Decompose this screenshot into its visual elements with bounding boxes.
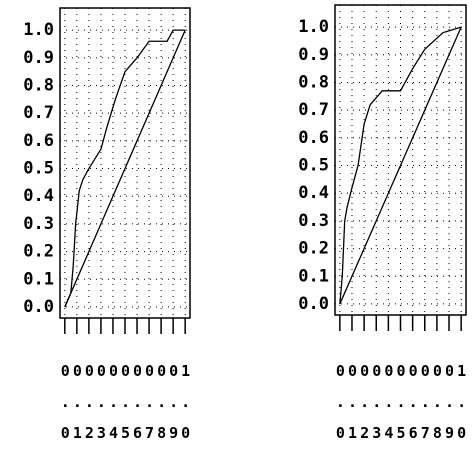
y-tick-label: 0.9	[23, 48, 54, 68]
x-tick-label: 0.3	[368, 362, 386, 454]
curve	[64, 29, 186, 308]
x-tick-label: 0.0	[56, 362, 74, 454]
x-tick-label: 0.6	[404, 362, 422, 454]
y-tick-label: 0.3	[298, 211, 329, 231]
x-tick-label: 0.0	[331, 362, 349, 454]
y-tick-label: 0.7	[298, 100, 329, 120]
x-tick-label: 0.2	[80, 362, 98, 454]
y-tick-label: 0.4	[23, 186, 54, 206]
plot-frame	[59, 7, 191, 319]
x-tick-label: 0.5	[392, 362, 410, 454]
x-tick-label: 0.7	[141, 362, 159, 454]
x-tick-label: 0.6	[129, 362, 147, 454]
x-tick-label: 0.9	[441, 362, 459, 454]
y-tick-label: 0.6	[23, 131, 54, 151]
x-tick-label: 1.0	[453, 362, 471, 454]
y-tick-label: 0.0	[23, 297, 54, 317]
y-tick-label: 0.1	[23, 269, 54, 289]
y-tick-label: 0.8	[23, 76, 54, 96]
x-tick-label: 0.3	[92, 362, 110, 454]
x-tick-label: 0.4	[104, 362, 122, 454]
x-tick-label: 0.8	[428, 362, 446, 454]
x-tick-label: 0.8	[153, 362, 171, 454]
y-tick-label: 0.1	[298, 266, 329, 286]
y-tick-label: 1.0	[23, 20, 54, 40]
y-tick-label: 0.4	[298, 183, 329, 203]
y-tick-label: 0.8	[298, 73, 329, 93]
x-tick-label: 0.2	[356, 362, 374, 454]
y-tick-label: 0.5	[298, 156, 329, 176]
y-tick-label: 0.0	[298, 294, 329, 314]
y-tick-label: 0.5	[23, 159, 54, 179]
curve	[64, 29, 186, 308]
x-tick-label: 0.1	[343, 362, 361, 454]
y-tick-label: 0.7	[23, 103, 54, 123]
plot-frame	[334, 4, 467, 316]
x-tick-label: 0.7	[416, 362, 434, 454]
y-tick-label: 0.6	[298, 128, 329, 148]
curve	[339, 26, 462, 304]
curve	[339, 26, 462, 305]
x-tick-label: 0.9	[165, 362, 183, 454]
x-tick-label: 0.4	[380, 362, 398, 454]
y-tick-label: 1.0	[298, 17, 329, 37]
y-tick-label: 0.2	[23, 242, 54, 262]
y-tick-label: 0.2	[298, 239, 329, 259]
y-tick-label: 0.9	[298, 45, 329, 65]
x-tick-label: 1.0	[177, 362, 195, 454]
y-tick-label: 0.3	[23, 214, 54, 234]
x-tick-label: 0.5	[117, 362, 135, 454]
x-tick-label: 0.1	[68, 362, 86, 454]
